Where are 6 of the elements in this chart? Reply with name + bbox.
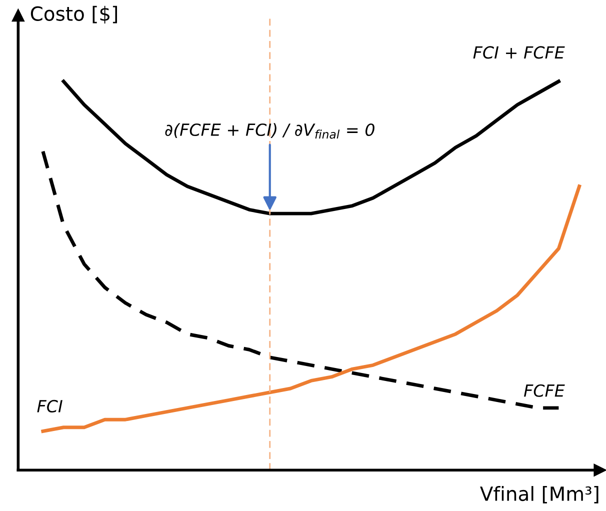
series-label: FCFE [524, 384, 565, 397]
annotation: ∂(FCFE + FCI) / ∂V$_{final}$ = 0 [165, 123, 374, 139]
series-label: FCI [37, 400, 62, 412]
y-axis-title: Costo [$] [30, 6, 117, 24]
series-label: FCI + FCFE [473, 46, 565, 59]
x-axis-title: Vfinal [Mm³] [480, 486, 598, 504]
